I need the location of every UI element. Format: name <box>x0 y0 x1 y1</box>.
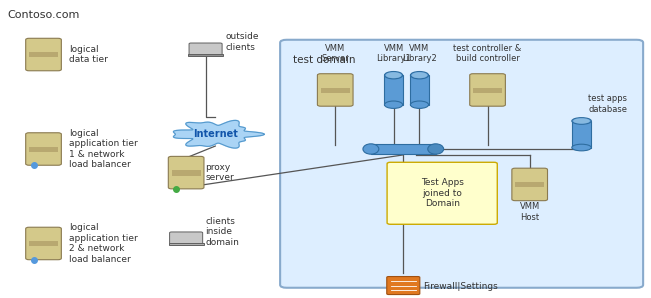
Text: test controller &
build controller: test controller & build controller <box>454 44 521 63</box>
Ellipse shape <box>386 72 401 78</box>
Text: VMM
Server: VMM Server <box>322 44 349 63</box>
Text: Test Apps
joined to
Domain: Test Apps joined to Domain <box>421 179 464 208</box>
FancyBboxPatch shape <box>387 277 420 294</box>
Bar <box>371 144 436 154</box>
FancyBboxPatch shape <box>512 168 547 201</box>
Bar <box>172 170 201 176</box>
Ellipse shape <box>574 118 590 124</box>
FancyBboxPatch shape <box>169 156 204 189</box>
Text: VMM
Host: VMM Host <box>519 202 540 221</box>
Bar <box>169 243 204 245</box>
Ellipse shape <box>572 144 591 151</box>
Bar <box>29 147 58 152</box>
Text: outside
clients: outside clients <box>225 32 258 52</box>
Text: logical
application tier
2 & network
load balancer: logical application tier 2 & network loa… <box>70 224 138 263</box>
Polygon shape <box>173 120 264 148</box>
Ellipse shape <box>410 72 428 79</box>
Ellipse shape <box>412 72 427 78</box>
Text: logical
data tier: logical data tier <box>70 45 108 64</box>
Bar <box>473 88 502 93</box>
Text: proxy
server: proxy server <box>206 163 234 182</box>
FancyBboxPatch shape <box>280 40 643 288</box>
Ellipse shape <box>410 101 428 108</box>
Bar <box>572 121 591 148</box>
Ellipse shape <box>385 101 402 108</box>
FancyBboxPatch shape <box>189 43 222 55</box>
Text: Contoso.com: Contoso.com <box>8 10 80 20</box>
Text: VMM
Library2: VMM Library2 <box>402 44 437 63</box>
Text: logical
application tier
1 & network
load balancer: logical application tier 1 & network loa… <box>70 129 138 169</box>
FancyBboxPatch shape <box>170 232 202 244</box>
Ellipse shape <box>572 118 591 124</box>
FancyBboxPatch shape <box>25 133 61 165</box>
Text: Internet: Internet <box>193 129 238 139</box>
Bar <box>515 182 544 187</box>
Bar <box>321 88 350 93</box>
Bar <box>29 52 58 58</box>
Bar <box>188 54 223 56</box>
Bar <box>29 241 58 246</box>
Ellipse shape <box>428 144 443 154</box>
Text: test apps
database: test apps database <box>588 94 627 114</box>
Text: clients
inside
domain: clients inside domain <box>206 217 240 246</box>
FancyBboxPatch shape <box>318 74 353 106</box>
FancyBboxPatch shape <box>25 38 61 71</box>
Ellipse shape <box>363 144 379 154</box>
Text: test domain: test domain <box>293 55 355 65</box>
Text: VMM
Library1: VMM Library1 <box>376 44 411 63</box>
Text: Firewall|Settings: Firewall|Settings <box>422 282 497 291</box>
FancyBboxPatch shape <box>470 74 505 106</box>
Bar <box>410 75 428 105</box>
Ellipse shape <box>385 72 402 79</box>
FancyBboxPatch shape <box>387 162 497 224</box>
FancyBboxPatch shape <box>25 227 61 260</box>
Bar <box>385 75 402 105</box>
